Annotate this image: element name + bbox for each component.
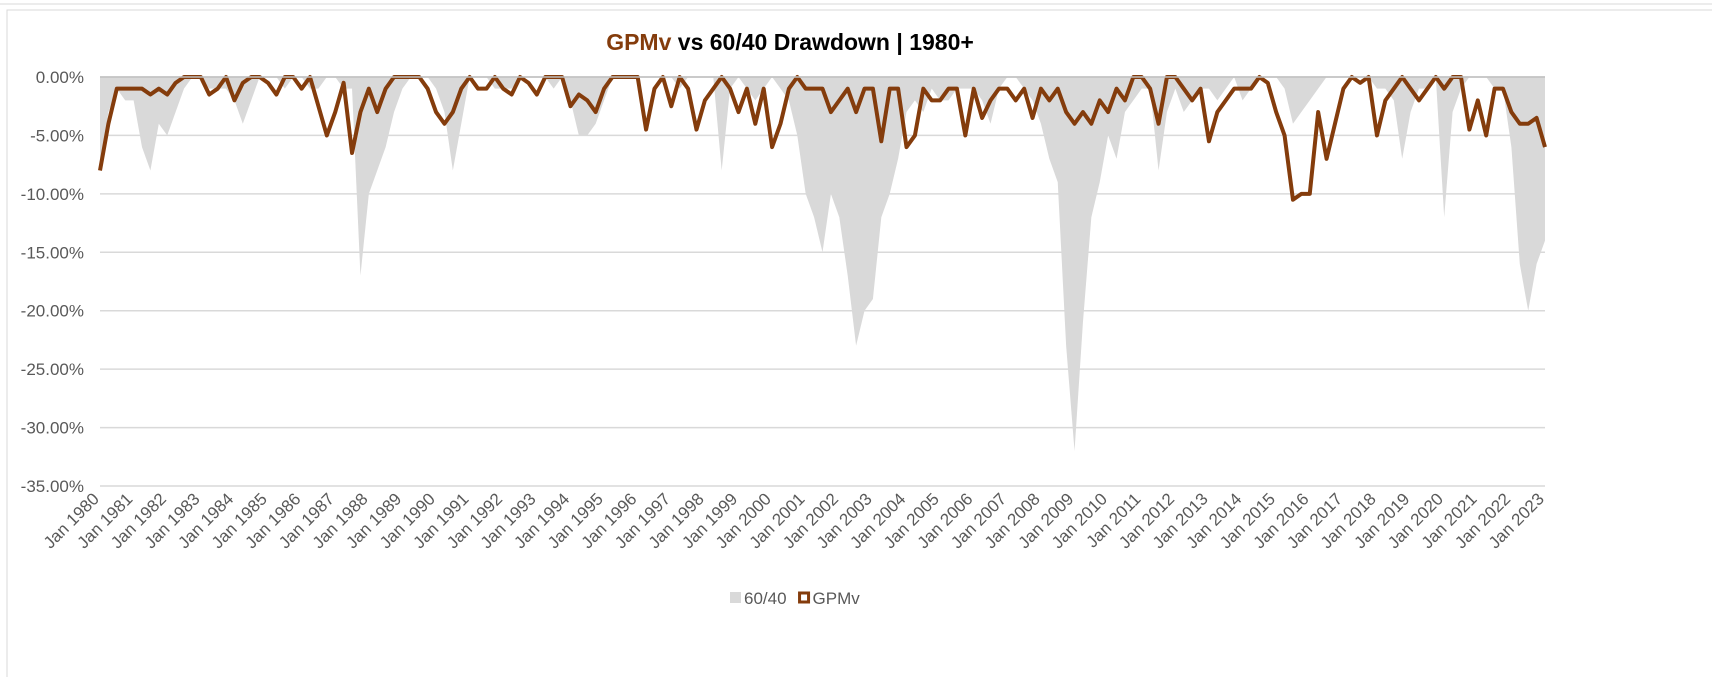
title-highlight: GPMv	[606, 29, 671, 55]
y-tick-label: -30.00%	[21, 419, 84, 438]
y-tick-label: -5.00%	[30, 126, 84, 145]
y-tick-label: -15.00%	[21, 243, 84, 262]
y-tick-label: -35.00%	[21, 477, 84, 496]
grid	[100, 76, 1545, 487]
y-tick-label: 0.00%	[36, 68, 84, 87]
legend-swatch	[730, 592, 741, 603]
area	[100, 77, 1545, 451]
y-tick-label: -25.00%	[21, 360, 84, 379]
legend-label: GPMv	[813, 589, 861, 608]
title-rest: vs 60/40 Drawdown | 1980+	[671, 29, 973, 55]
chart-title: GPMv vs 60/40 Drawdown | 1980+	[606, 29, 974, 55]
y-tick-label: -10.00%	[21, 185, 84, 204]
legend-swatch	[798, 591, 811, 604]
y-tick-label: -20.00%	[21, 302, 84, 321]
line	[98, 75, 1547, 202]
legend-label: 60/40	[744, 589, 787, 608]
